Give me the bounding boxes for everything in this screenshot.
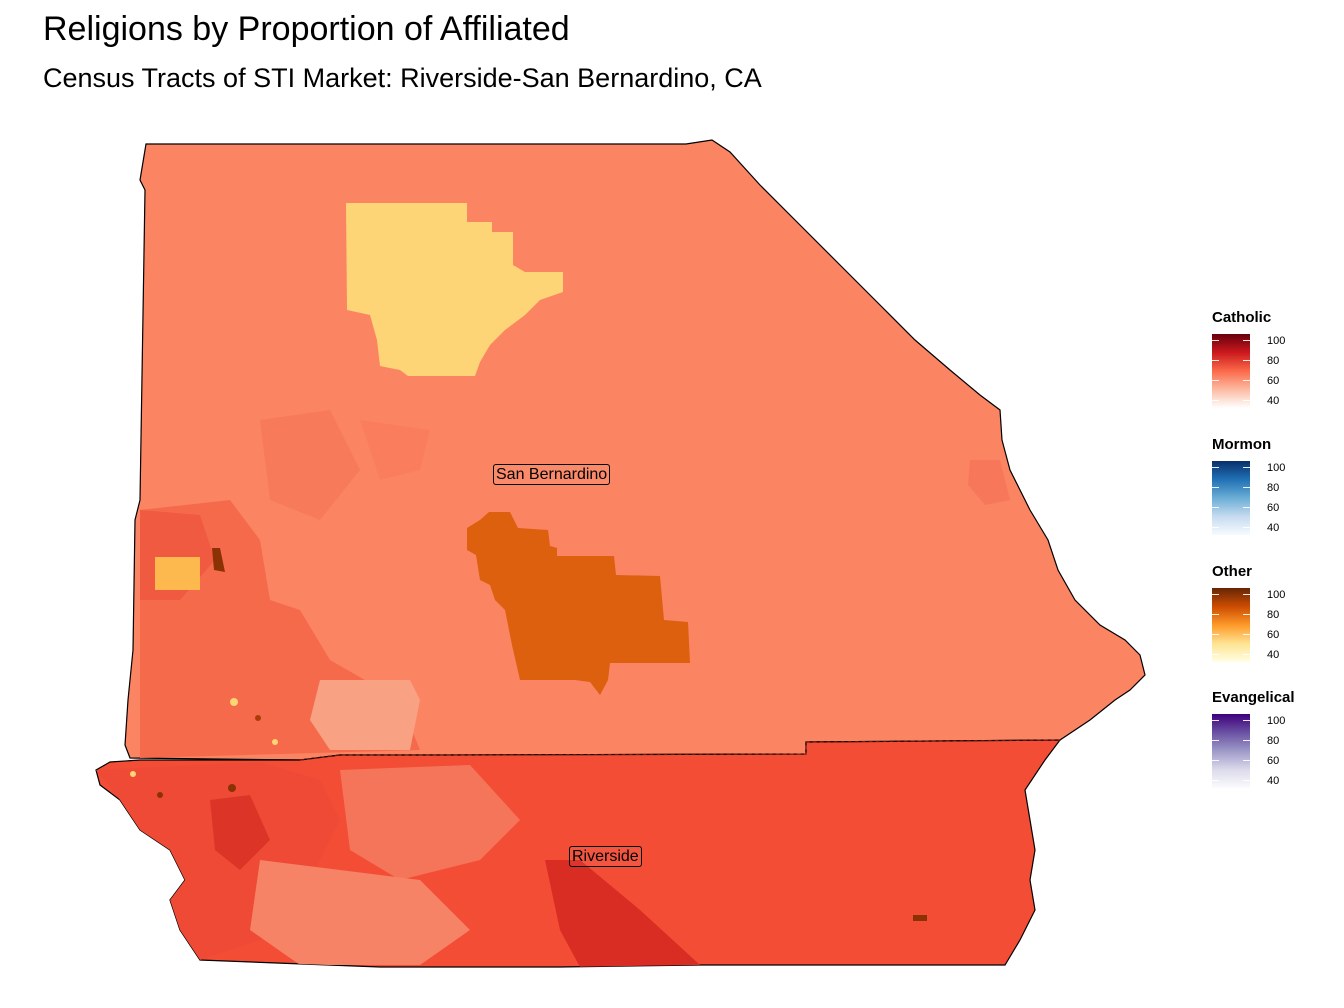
legend-tick-mark xyxy=(1212,487,1219,488)
san-bernardino-county xyxy=(124,139,1146,761)
other-low-tract xyxy=(130,771,136,777)
legend-other: Other 100 80 60 40 xyxy=(1212,563,1337,662)
legend-tick-mark xyxy=(1243,467,1250,468)
legend-tick: 40 xyxy=(1267,649,1280,661)
legend-tick-mark xyxy=(1243,360,1250,361)
legend-tick-mark xyxy=(1212,527,1219,528)
legend-tick-mark xyxy=(1243,654,1250,655)
legend-tick: 100 xyxy=(1267,715,1286,727)
legend-tick-mark xyxy=(1212,467,1219,468)
other-dark-tract xyxy=(255,715,261,721)
riverside-county xyxy=(95,739,1062,968)
other-dark-tract xyxy=(913,915,927,921)
legend-tick-mark xyxy=(1243,594,1250,595)
other-low-tract-north xyxy=(346,203,563,376)
legend-tick: 40 xyxy=(1267,395,1280,407)
other-dark-tract xyxy=(157,792,163,798)
legend-tick: 100 xyxy=(1267,335,1286,347)
legend-tick: 80 xyxy=(1267,735,1280,747)
san-bernardino-label: San Bernardino xyxy=(493,464,611,485)
legend-evangelical: Evangelical 100 80 60 40 xyxy=(1212,689,1337,788)
legend-tick: 40 xyxy=(1267,775,1280,787)
tract-cluster xyxy=(260,410,360,520)
legend-tick: 60 xyxy=(1267,755,1280,767)
legend-tick-mark xyxy=(1243,614,1250,615)
legend-tick-mark xyxy=(1212,400,1219,401)
legend-tick: 60 xyxy=(1267,629,1280,641)
legend-tick-mark xyxy=(1243,740,1250,741)
tract-east xyxy=(968,460,1010,505)
legend-tick-mark xyxy=(1212,594,1219,595)
legend-title: Other xyxy=(1212,563,1253,580)
legend-tick-mark xyxy=(1243,400,1250,401)
tract-light xyxy=(310,680,420,750)
map-subtitle: Census Tracts of STI Market: Riverside-S… xyxy=(43,63,762,93)
legend-tick-mark xyxy=(1243,634,1250,635)
legend-tick-mark xyxy=(1212,720,1219,721)
legend-tick: 80 xyxy=(1267,609,1280,621)
legend-tick-mark xyxy=(1243,527,1250,528)
legend-colorbar xyxy=(1212,461,1250,535)
tract-cluster-light xyxy=(250,860,470,965)
legend-colorbar xyxy=(1212,588,1250,662)
other-high-tract xyxy=(155,557,200,590)
legend-tick-mark xyxy=(1243,507,1250,508)
legend-tick-mark xyxy=(1212,340,1219,341)
other-dark-tract xyxy=(228,784,236,792)
legend-tick-mark xyxy=(1212,780,1219,781)
legend-tick: 100 xyxy=(1267,589,1286,601)
legend-colorbar xyxy=(1212,714,1250,788)
other-dark-tract xyxy=(212,548,225,572)
legend-tick: 100 xyxy=(1267,462,1286,474)
legend-tick: 80 xyxy=(1267,355,1280,367)
county-border xyxy=(299,739,1061,761)
riverside-label: Riverside xyxy=(569,846,642,867)
legend-colorbar xyxy=(1212,334,1250,408)
legend-tick-mark xyxy=(1212,614,1219,615)
legend-catholic: Catholic 100 80 60 40 xyxy=(1212,309,1337,408)
other-low-tract xyxy=(230,698,238,706)
legend-tick-mark xyxy=(1212,654,1219,655)
legend-mormon: Mormon 100 80 60 40 xyxy=(1212,436,1337,535)
tract-dark xyxy=(210,795,270,870)
tract-cluster-light xyxy=(340,765,520,880)
legend-tick-mark xyxy=(1212,360,1219,361)
legend-tick-mark xyxy=(1212,507,1219,508)
legend-title: Catholic xyxy=(1212,309,1272,326)
legend-tick-mark xyxy=(1243,380,1250,381)
legend-title: Mormon xyxy=(1212,436,1272,453)
legend-tick-mark xyxy=(1243,487,1250,488)
tract-cluster xyxy=(360,420,430,480)
legend-tick-mark xyxy=(1243,340,1250,341)
legend-tick: 80 xyxy=(1267,482,1280,494)
legend-tick-mark xyxy=(1243,720,1250,721)
legend-tick-mark xyxy=(1212,760,1219,761)
legend-tick-mark xyxy=(1212,634,1219,635)
map-title: Religions by Proportion of Affiliated xyxy=(43,10,570,48)
legend-tick: 60 xyxy=(1267,375,1280,387)
legend-title: Evangelical xyxy=(1212,689,1295,706)
legend-tick-mark xyxy=(1212,380,1219,381)
other-high-tract-central xyxy=(467,512,690,695)
other-low-tract xyxy=(272,739,278,745)
legend-tick-mark xyxy=(1212,740,1219,741)
legend-tick-mark xyxy=(1243,760,1250,761)
legend-tick: 40 xyxy=(1267,522,1280,534)
tract-dark xyxy=(545,860,700,967)
legend-tick-mark xyxy=(1243,780,1250,781)
legend-tick: 60 xyxy=(1267,502,1280,514)
